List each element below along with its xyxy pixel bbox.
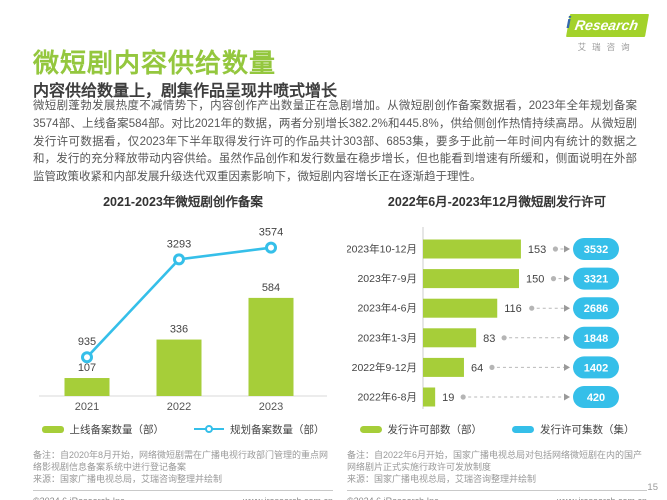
connector-dot-icon: [552, 246, 559, 252]
left-chart-source: 来源：国家广播电视总局，艾瑞咨询整理并绘制: [33, 474, 223, 484]
x-tick-label: 2021: [75, 401, 99, 413]
charts-section: 2021-2023年微短剧创作备案 107 2021 336 2022 584 2023 9…: [33, 193, 647, 500]
right-chart-note: 备注：自2022年6月开始，国家广播电视总局对包括网络微短剧在内的国产网络剧片正…: [347, 450, 643, 472]
licence-count-label: 153: [528, 244, 546, 256]
episode-pill-2023年10-12月: [573, 238, 619, 260]
category-label: 2023年7-9月: [357, 272, 417, 285]
connector-arrow-icon: [564, 363, 570, 371]
line-point-2021: [81, 351, 93, 364]
connector-dot-icon: [489, 364, 495, 370]
category-label: 2023年1-3月: [357, 331, 417, 344]
connector-arrow-icon: [564, 275, 570, 283]
legend-licence-titles: 发行许可部数（部）: [359, 422, 483, 437]
left-chart-title: 2021-2023年微短剧创作备案: [103, 195, 263, 209]
right-chart-legend: 发行许可部数（部） 发行许可集数（集）: [347, 422, 647, 436]
page-title: 微短剧内容供给数量: [33, 48, 277, 79]
legend-label: 发行许可部数（部）: [387, 423, 483, 436]
bar-value-label: 584: [262, 282, 280, 294]
creation-filing-panel: 2021-2023年微短剧创作备案 107 2021 336 2022 584 2023 9…: [33, 193, 333, 500]
website-text: www.iresearch.com.cn: [557, 496, 647, 500]
iresearch-logo-mark: i Research: [565, 13, 650, 37]
legend-online-filings: 上线备案数量（部）: [41, 422, 165, 437]
logo-wordmark: Research: [565, 14, 650, 37]
category-label: 2022年6-8月: [357, 391, 417, 404]
licence-count-label: 19: [442, 392, 454, 404]
bar-value-label: 107: [78, 362, 96, 374]
connector-arrow-icon: [564, 245, 570, 253]
connector-arrow-icon: [564, 334, 570, 342]
connector-dot-icon: [550, 276, 557, 282]
line-value-label: 935: [78, 336, 96, 348]
website-text: www.iresearch.com.cn: [243, 496, 333, 500]
bar-2022: [156, 339, 202, 396]
page-subtitle: 内容供给数量上，剧集作品呈现井喷式增长: [33, 83, 338, 101]
licence-count-label: 64: [471, 362, 483, 374]
line-value-label: 3574: [259, 227, 283, 239]
licence-panel: 2022年6月-2023年12月微短剧发行许可 2023年10-12月 153 35…: [347, 193, 647, 500]
licence-bar-2023年10-12月: [423, 239, 521, 259]
licence-bar-2022年6-8月: [423, 387, 436, 407]
logo-letter-i: i: [566, 13, 571, 32]
licence-bar-2023年4-6月: [423, 298, 498, 318]
line-point-2022: [173, 253, 185, 266]
connector-arrow-icon: [564, 393, 570, 401]
line-point-2023: [265, 241, 277, 254]
line-value-label: 3293: [167, 238, 191, 250]
licence-count-label: 83: [483, 333, 495, 345]
legend-label: 发行许可集数（集）: [540, 423, 635, 436]
episode-count-label: 1402: [584, 362, 608, 374]
legend-label: 上线备案数量（部）: [69, 423, 165, 436]
legend-planned-filings: 规划备案数量（部）: [194, 422, 325, 437]
right-chart-title: 2022年6月-2023年12月微短剧发行许可: [387, 195, 607, 209]
episode-pill-2022年6-8月: [573, 386, 619, 408]
episode-count-label: 2686: [584, 303, 608, 315]
body-paragraph: 微短剧蓬勃发展热度不减情势下，内容创作产出数量正在急剧增加。从微短剧创作备案数据…: [33, 100, 637, 184]
logo-chinese-name: 艾瑞咨询: [577, 42, 636, 52]
bar-2023: [248, 297, 294, 396]
episode-pill-2022年9-12月: [573, 356, 619, 379]
green-bar-swatch-icon: [41, 425, 64, 433]
category-label: 2023年10-12月: [347, 243, 417, 256]
category-label: 2023年4-6月: [357, 302, 417, 315]
episode-count-label: 3532: [584, 244, 608, 256]
licence-bar-2023年7-9月: [423, 269, 519, 289]
episode-pill-2023年7-9月: [573, 267, 619, 290]
episode-count-label: 1848: [584, 333, 608, 345]
episode-pill-2023年1-3月: [573, 326, 619, 349]
licence-bar-2022年9-12月: [423, 357, 464, 377]
bar-2021: [64, 378, 110, 396]
green-pill-swatch-icon: [359, 425, 382, 433]
episode-count-label: 420: [587, 392, 605, 404]
licence-chart: 2023年10-12月 153 3532 2023年7-9月 150 3321 2023年4…: [347, 227, 619, 409]
connector-dot-icon: [460, 394, 466, 400]
x-tick-label: 2023: [259, 401, 283, 413]
page-number: 15: [647, 482, 658, 493]
left-chart-legend: 上线备案数量（部） 规划备案数量（部）: [33, 422, 333, 436]
creation-filing-chart: 107 2021 336 2022 584 2023 935 3293 3574: [39, 227, 327, 413]
episode-count-label: 3321: [584, 274, 608, 286]
licence-bar-2023年1-3月: [423, 328, 477, 348]
episode-pill-2023年4-6月: [573, 297, 619, 320]
left-chart-note: 备注：自2020年8月开始，网络微短剧需在广播电视行政部门管理的重点网络影视剧信…: [33, 450, 329, 472]
licence-count-label: 116: [504, 303, 522, 315]
iresearch-logo: i Research 艾瑞咨询: [565, 13, 650, 53]
connector-dot-icon: [529, 305, 535, 311]
legend-licence-episodes: 发行许可集数（集）: [512, 422, 635, 437]
right-chart-source: 来源：国家广播电视总局，艾瑞咨询整理并绘制: [347, 474, 537, 484]
cyan-pill-swatch-icon: [512, 425, 534, 433]
connector-arrow-icon: [564, 304, 570, 312]
licence-count-label: 150: [526, 274, 544, 286]
x-tick-label: 2022: [167, 401, 191, 413]
bar-value-label: 336: [170, 324, 188, 336]
category-label: 2022年9-12月: [352, 361, 417, 374]
connector-dot-icon: [501, 335, 507, 341]
cyan-line-marker-icon: [194, 424, 224, 434]
legend-label: 规划备案数量（部）: [230, 423, 325, 436]
